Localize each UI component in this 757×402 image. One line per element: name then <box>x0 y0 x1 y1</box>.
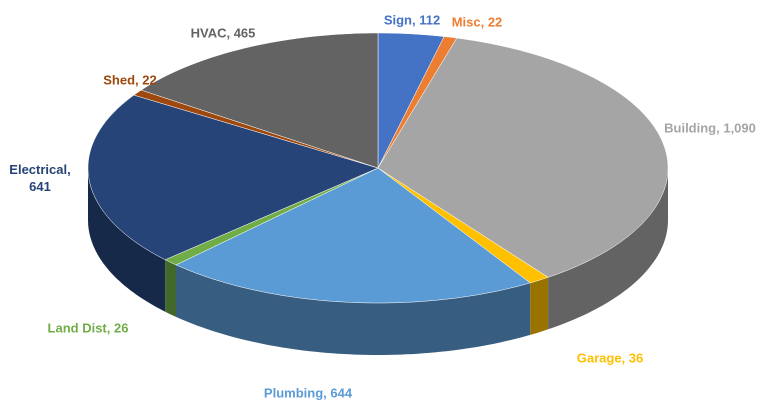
data-label: Sign, 112 <box>383 12 441 28</box>
data-label: Electrical, 641 <box>9 162 71 194</box>
slice <box>175 167 531 304</box>
data-label: Land Dist, 26 <box>47 320 129 336</box>
data-label: Plumbing, 644 <box>263 385 353 401</box>
slice-side <box>88 168 166 312</box>
slice-side <box>530 277 549 335</box>
slice <box>377 37 669 278</box>
slice <box>377 32 445 169</box>
slice-side <box>548 168 668 330</box>
slice-side <box>165 259 176 317</box>
data-label: Building, 1,090 <box>664 120 756 136</box>
slice <box>140 32 379 169</box>
data-label: Misc, 22 <box>451 14 503 30</box>
data-label: HVAC, 465 <box>190 25 256 41</box>
data-label: Garage, 36 <box>576 350 644 366</box>
slice <box>87 94 379 260</box>
data-label: Shed, 22 <box>103 72 157 88</box>
slice-side <box>176 264 531 355</box>
